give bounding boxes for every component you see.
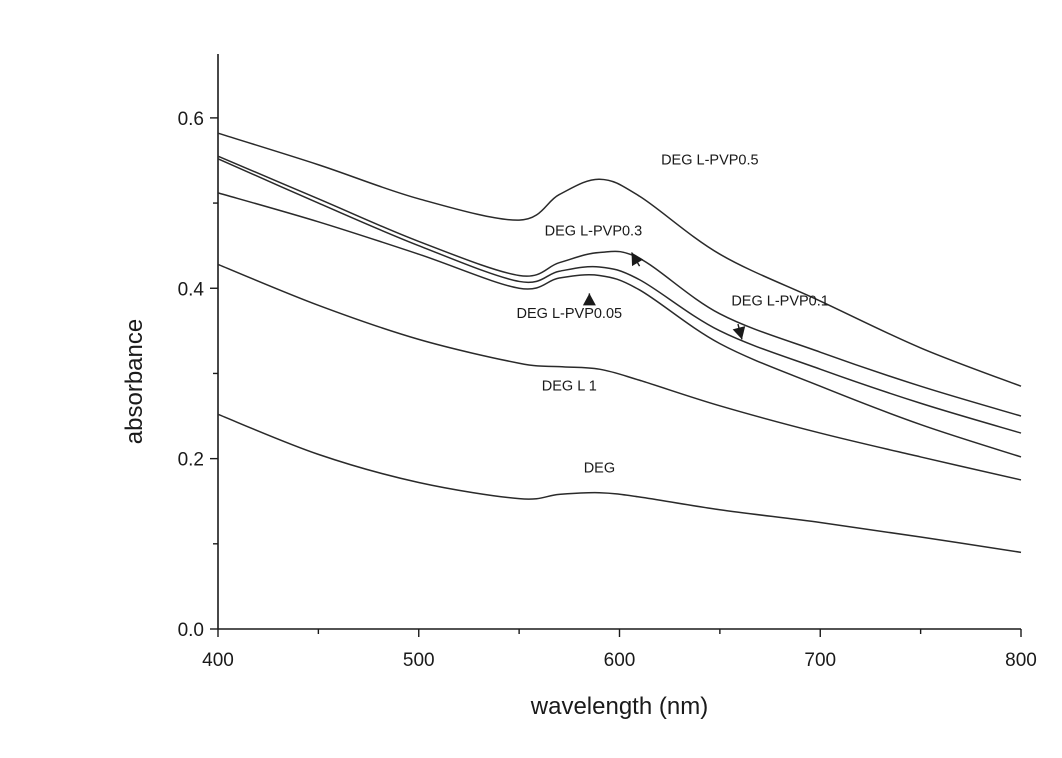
axes: 400 500 600 700 800 0.0 0.2 0.4 0.6	[178, 54, 1037, 671]
series-line-deg	[217, 413, 1022, 554]
arrow-layer	[582, 252, 746, 340]
x-tick-label: 400	[202, 650, 234, 671]
series-line-deg-l-pvp0-05	[217, 192, 1022, 458]
annotation-layer: DEG L-PVP0.5 DEG L-PVP0.3 DEG L-PVP0.1 DEG …	[517, 153, 829, 477]
y-tick-label: 0.0	[178, 620, 204, 641]
series-label: DEG L-PVP0.1	[731, 293, 829, 309]
series-label: DEG L-PVP0.5	[661, 153, 759, 169]
x-axis-title: wavelength (nm)	[530, 693, 708, 720]
series-line-deg-l-pvp0-1	[217, 158, 1022, 434]
y-tick-label: 0.6	[178, 109, 204, 130]
arrow-head	[582, 293, 596, 306]
y-tick-label: 0.2	[178, 450, 204, 471]
x-tick-label: 800	[1005, 650, 1037, 671]
annotation-arrow	[630, 252, 644, 267]
annotation-arrow	[732, 323, 746, 340]
arrow-head	[631, 252, 644, 267]
x-tick-label: 600	[604, 650, 636, 671]
series-layer	[217, 132, 1022, 554]
y-ticks: 0.0 0.2 0.4 0.6	[178, 109, 218, 641]
series-line-deg-l-1	[217, 263, 1022, 481]
series-label: DEG L-PVP0.3	[545, 223, 643, 239]
annotation-arrow	[582, 293, 596, 306]
arrow-head	[732, 326, 746, 340]
y-axis-title: absorbance	[121, 319, 148, 444]
x-tick-label: 500	[403, 650, 435, 671]
x-ticks: 400 500 600 700 800	[202, 629, 1037, 671]
x-tick-label: 700	[804, 650, 836, 671]
series-label: DEG L 1	[542, 378, 597, 394]
y-tick-label: 0.4	[178, 279, 205, 300]
series-line-deg-l-pvp0-5	[217, 132, 1022, 387]
series-label: DEG L-PVP0.05	[517, 306, 623, 322]
series-label: DEG	[584, 460, 615, 476]
series-line-deg-l-pvp0-3	[217, 155, 1022, 417]
